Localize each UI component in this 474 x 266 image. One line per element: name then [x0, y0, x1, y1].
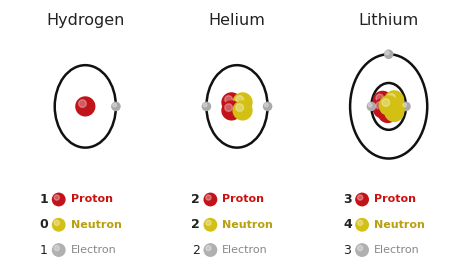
Circle shape: [225, 104, 232, 111]
Text: 1: 1: [40, 193, 48, 206]
Text: 2: 2: [192, 244, 200, 256]
Text: Hydrogen: Hydrogen: [46, 13, 125, 28]
Circle shape: [376, 94, 383, 102]
Circle shape: [376, 102, 383, 109]
Text: Electron: Electron: [71, 245, 117, 255]
Circle shape: [232, 92, 253, 113]
Circle shape: [385, 51, 389, 55]
Circle shape: [357, 195, 363, 200]
Circle shape: [368, 103, 372, 107]
Circle shape: [384, 90, 404, 110]
Circle shape: [379, 95, 399, 115]
Circle shape: [221, 100, 242, 120]
Text: Proton: Proton: [374, 194, 416, 205]
Circle shape: [378, 103, 398, 123]
Text: Neutron: Neutron: [71, 220, 121, 230]
Text: Helium: Helium: [209, 13, 265, 28]
Circle shape: [373, 91, 393, 111]
Circle shape: [203, 243, 217, 257]
Text: 1: 1: [40, 244, 48, 256]
Text: 0: 0: [40, 218, 48, 231]
Circle shape: [366, 102, 376, 111]
Circle shape: [384, 49, 393, 59]
Circle shape: [388, 94, 395, 101]
Circle shape: [384, 98, 405, 119]
Text: Lithium: Lithium: [358, 13, 419, 28]
Circle shape: [355, 193, 369, 206]
Circle shape: [384, 102, 404, 122]
Circle shape: [388, 102, 396, 109]
Circle shape: [206, 246, 211, 251]
Circle shape: [52, 243, 65, 257]
Circle shape: [203, 193, 217, 206]
Circle shape: [221, 92, 242, 113]
Circle shape: [225, 96, 232, 103]
Text: Electron: Electron: [374, 245, 420, 255]
Text: 4: 4: [343, 218, 352, 231]
Circle shape: [75, 96, 95, 117]
Circle shape: [264, 103, 268, 107]
Circle shape: [206, 195, 211, 200]
Circle shape: [382, 99, 390, 106]
Circle shape: [111, 102, 121, 111]
Circle shape: [357, 246, 363, 251]
Circle shape: [355, 243, 369, 257]
Circle shape: [236, 104, 244, 111]
Text: Electron: Electron: [222, 245, 268, 255]
Circle shape: [203, 103, 207, 107]
Circle shape: [388, 105, 395, 113]
Circle shape: [201, 102, 211, 111]
Circle shape: [403, 103, 406, 107]
Text: 2: 2: [191, 193, 200, 206]
Circle shape: [54, 220, 59, 226]
Text: 3: 3: [343, 193, 352, 206]
Circle shape: [113, 103, 117, 107]
Circle shape: [54, 195, 59, 200]
Circle shape: [263, 102, 273, 111]
Text: Neutron: Neutron: [222, 220, 273, 230]
Circle shape: [355, 218, 369, 232]
Text: Proton: Proton: [222, 194, 264, 205]
Circle shape: [232, 100, 253, 120]
Circle shape: [373, 98, 393, 119]
Circle shape: [203, 218, 217, 232]
Circle shape: [79, 100, 86, 107]
Circle shape: [206, 220, 211, 226]
Text: Neutron: Neutron: [374, 220, 425, 230]
Circle shape: [401, 102, 411, 111]
Circle shape: [52, 193, 65, 206]
Text: Proton: Proton: [71, 194, 113, 205]
Circle shape: [52, 218, 65, 232]
Circle shape: [381, 106, 389, 114]
Text: 2: 2: [191, 218, 200, 231]
Circle shape: [54, 246, 59, 251]
Text: 3: 3: [344, 244, 351, 256]
Circle shape: [357, 220, 363, 226]
Circle shape: [236, 96, 244, 103]
